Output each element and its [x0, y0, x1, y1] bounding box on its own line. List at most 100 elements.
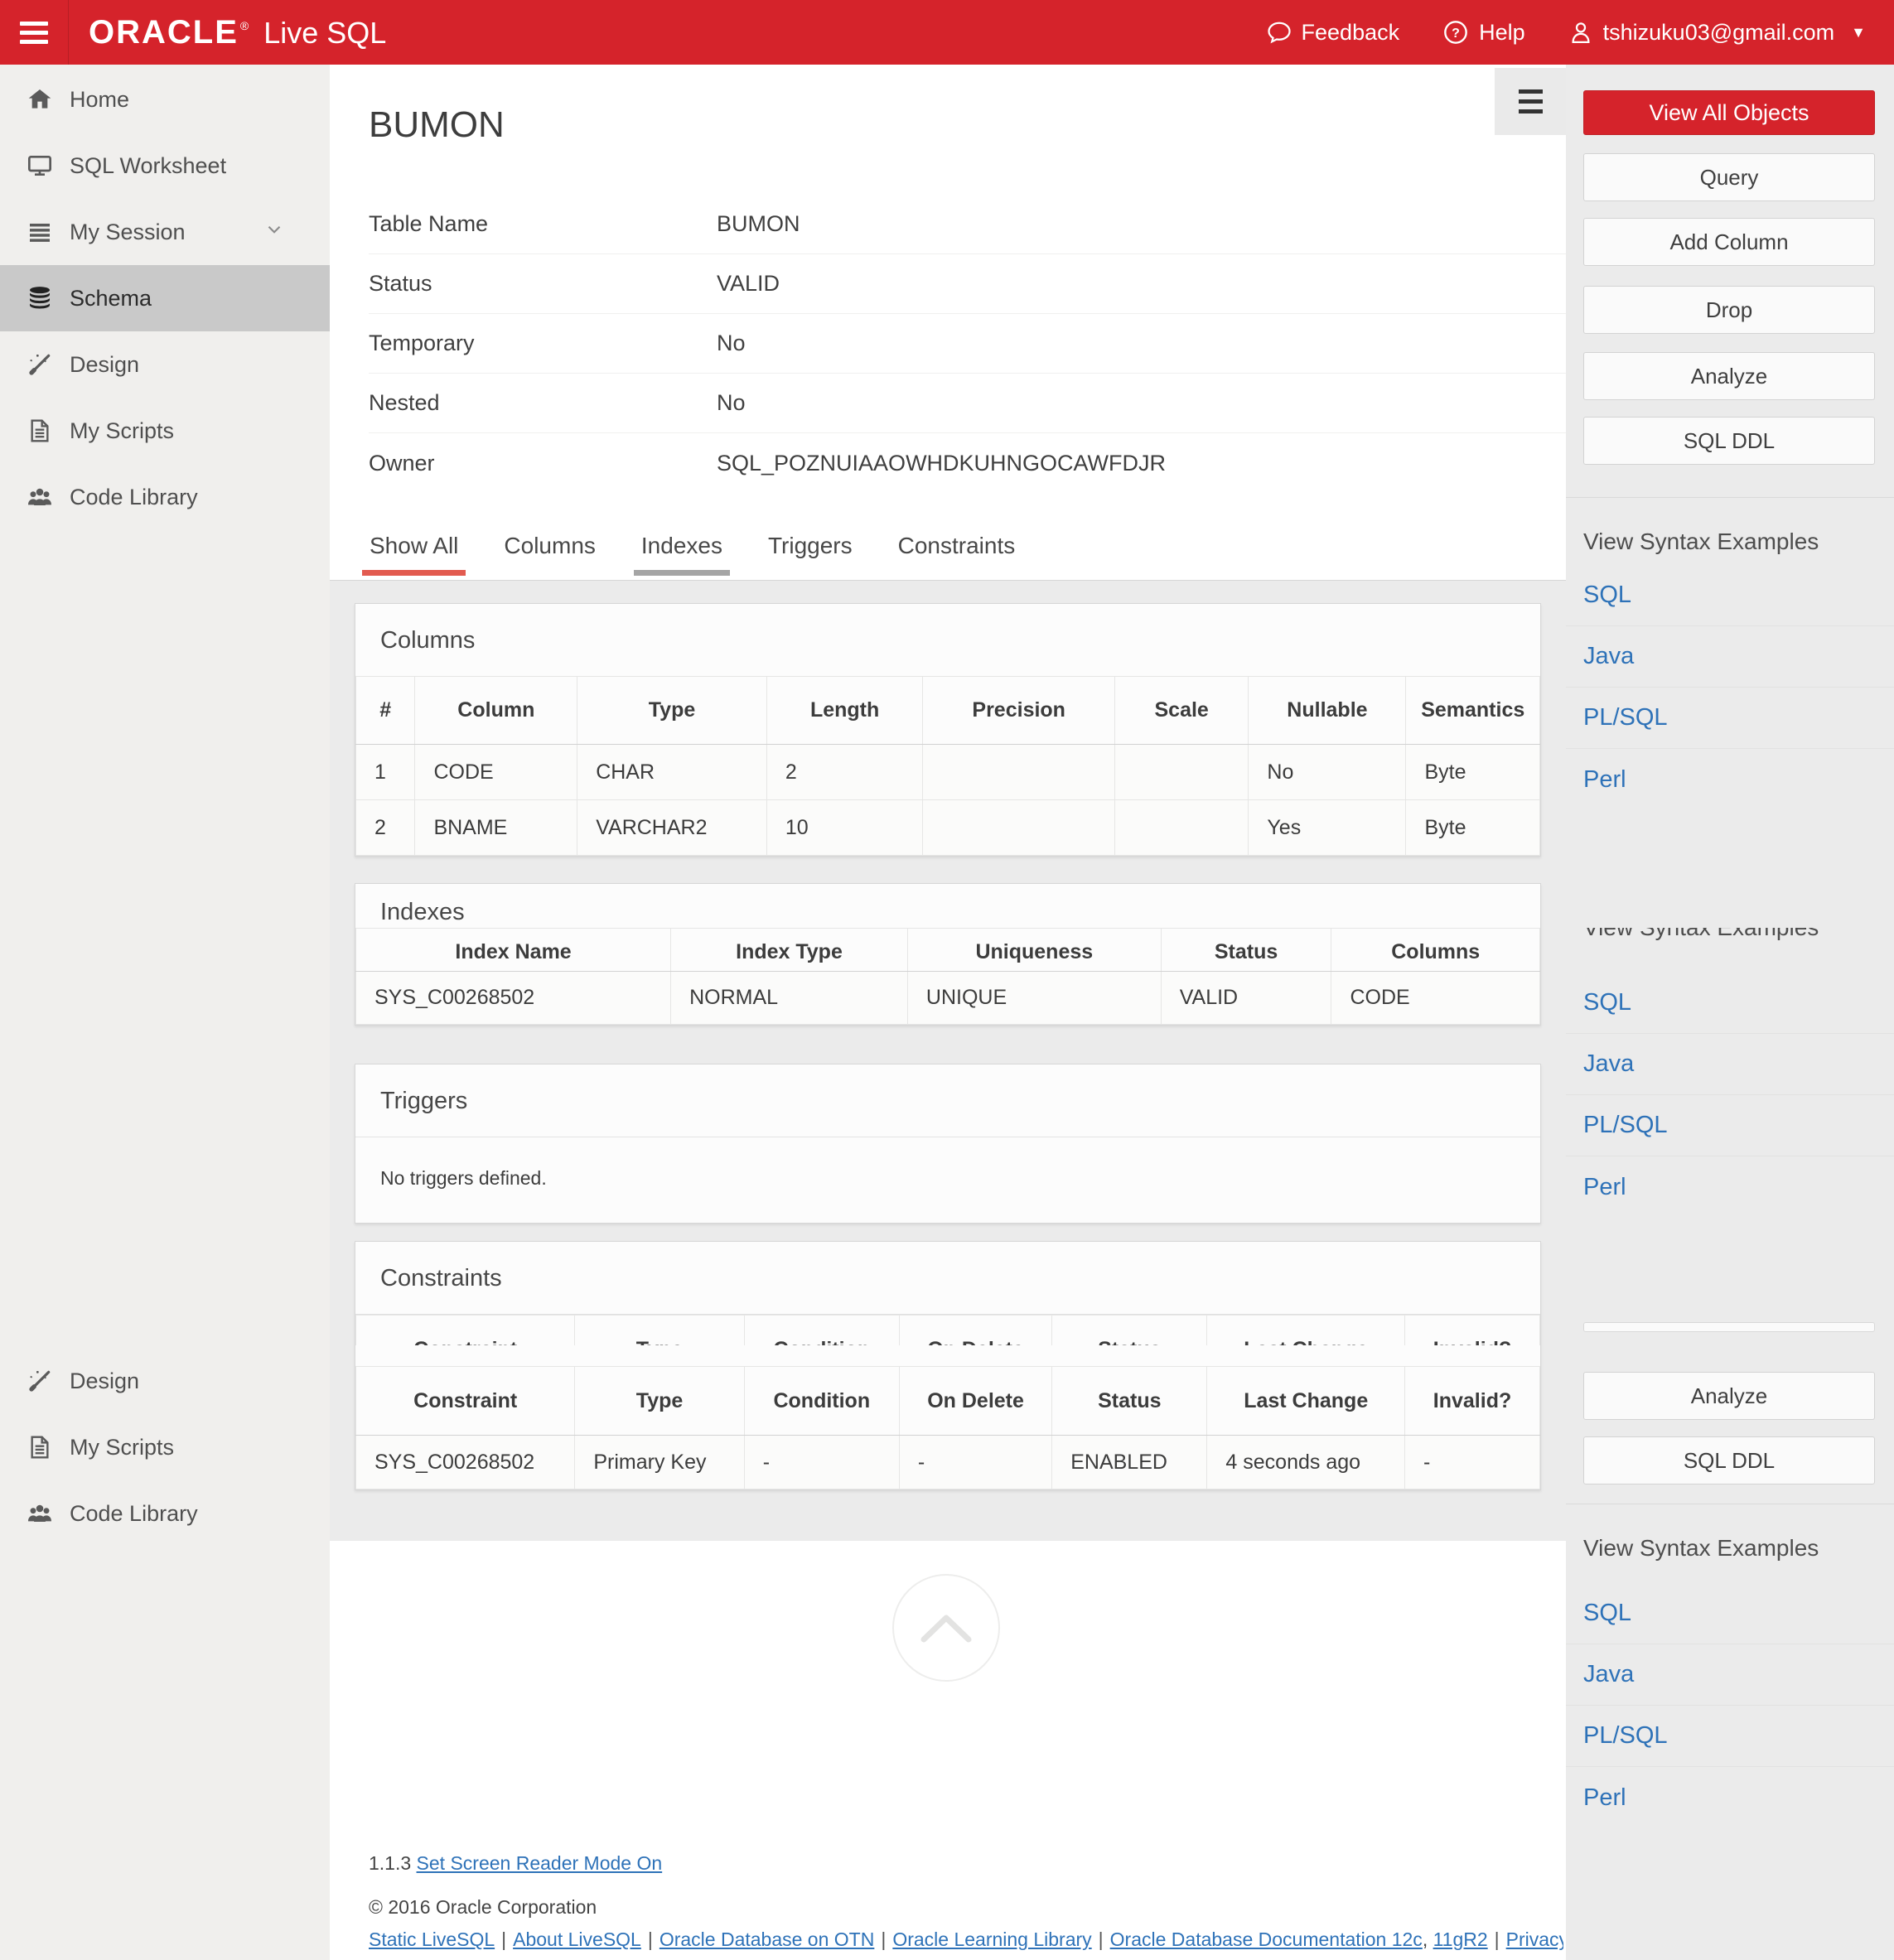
constraints-table: Constraint Type Condition On Delete Stat… [355, 1366, 1540, 1489]
syntax-link-plsql[interactable]: PL/SQL [1583, 1722, 1668, 1749]
footer-link-oracle-database-otn[interactable]: Oracle Database on OTN [659, 1929, 875, 1950]
syntax-link-row[interactable]: SQL [1566, 973, 1894, 1034]
syntax-link-plsql[interactable]: PL/SQL [1583, 704, 1668, 731]
syntax-link-row[interactable]: PL/SQL [1566, 1095, 1894, 1156]
syntax-link-java[interactable]: Java [1583, 1661, 1635, 1687]
sidebar-item-schema[interactable]: Schema [0, 265, 330, 331]
detail-label: Table Name [369, 211, 489, 236]
feedback-button[interactable]: Feedback [1267, 19, 1400, 46]
cell: BNAME [414, 799, 578, 856]
cell [1114, 744, 1249, 800]
feedback-label: Feedback [1301, 19, 1400, 45]
query-button[interactable]: Query [1583, 153, 1875, 201]
syntax-link-row[interactable]: Perl [1566, 1767, 1894, 1828]
header-right: Feedback ? Help tshizuku03@gmail.com ▼ [1267, 19, 1894, 46]
add-column-button[interactable]: Add Column [1583, 218, 1875, 266]
syntax-link-sql[interactable]: SQL [1583, 1600, 1632, 1626]
sidebar-item-design-bottom[interactable]: Design [0, 1348, 330, 1414]
column-header: Index Name [355, 928, 672, 972]
indexes-card: Indexes Index Name Index Type Uniqueness… [355, 883, 1541, 1026]
drop-button[interactable]: Drop [1583, 286, 1875, 334]
sidebar-item-my-scripts-bottom[interactable]: My Scripts [0, 1414, 330, 1480]
footer-links: Static LiveSQL | About LiveSQL | Oracle Data… [369, 1929, 1563, 1951]
clipped-button-sliver[interactable] [1583, 1322, 1875, 1332]
syntax-link-row[interactable]: Java [1566, 626, 1894, 688]
sidebar-item-code-library-bottom[interactable]: Code Library [0, 1480, 330, 1547]
detail-label: Temporary [369, 331, 475, 355]
sidebar-item-design[interactable]: Design [0, 331, 330, 398]
list-icon [23, 219, 56, 245]
columns-card-title: Columns [380, 627, 476, 654]
syntax-link-row[interactable]: Java [1566, 1644, 1894, 1706]
column-header: Column [414, 676, 578, 745]
syntax-link-perl[interactable]: Perl [1583, 1784, 1626, 1811]
footer-link-doc-11gr2[interactable]: 11gR2 [1433, 1929, 1488, 1950]
tab-indexes[interactable]: Indexes [633, 522, 730, 576]
detail-tabs: Show All Columns Indexes Triggers Constr… [362, 522, 1053, 576]
cell: Byte [1405, 744, 1540, 800]
syntax-link-sql[interactable]: SQL [1583, 989, 1632, 1016]
scroll-to-top-button[interactable] [892, 1574, 1000, 1682]
detail-label: Owner [369, 450, 435, 476]
syntax-link-java[interactable]: Java [1583, 643, 1635, 669]
tab-columns[interactable]: Columns [504, 533, 596, 558]
indexes-table: Index Name Index Type Uniqueness Status … [355, 928, 1540, 1025]
sidebar-item-my-scripts[interactable]: My Scripts [0, 398, 330, 464]
sidebar-item-sql-worksheet[interactable]: SQL Worksheet [0, 133, 330, 199]
right-panel-toggle-button[interactable] [1495, 68, 1566, 135]
magic-wand-icon [23, 1368, 56, 1394]
column-header: Scale [1114, 676, 1249, 745]
tab-constraints[interactable]: Constraints [897, 533, 1016, 558]
syntax-link-row[interactable]: PL/SQL [1566, 688, 1894, 749]
syntax-link-perl[interactable]: Perl [1583, 1173, 1626, 1200]
sidebar-item-label: Code Library [70, 1500, 198, 1526]
syntax-link-row[interactable]: SQL [1566, 1583, 1894, 1644]
footer-link-doc-12c[interactable]: Oracle Database Documentation 12c [1109, 1929, 1423, 1950]
column-header: Type [574, 1366, 745, 1436]
sql-ddl-button-bottom[interactable]: SQL DDL [1583, 1436, 1875, 1484]
syntax-link-row[interactable]: SQL [1566, 565, 1894, 626]
view-all-objects-button[interactable]: View All Objects [1583, 90, 1875, 135]
column-header: Constraint [355, 1315, 576, 1345]
document-icon [23, 418, 56, 444]
constraints-card-title: Constraints [380, 1265, 502, 1291]
footer-link-static-livesql[interactable]: Static LiveSQL [369, 1929, 495, 1950]
detail-value: SQL_POZNUIAAOWHDKUHNGOCAWFDJR [717, 450, 1167, 476]
screen-reader-mode-link[interactable]: Set Screen Reader Mode On [416, 1852, 663, 1874]
column-header: Status [1160, 928, 1332, 972]
footer-link-about-livesql[interactable]: About LiveSQL [513, 1929, 641, 1950]
tab-show-all[interactable]: Show All [362, 522, 466, 576]
cell: Byte [1405, 799, 1540, 856]
syntax-link-perl[interactable]: Perl [1583, 765, 1626, 793]
sidebar-item-code-library[interactable]: Code Library [0, 464, 330, 530]
syntax-link-java[interactable]: Java [1583, 1050, 1635, 1077]
syntax-link-plsql[interactable]: PL/SQL [1583, 1112, 1668, 1138]
footer-link-oracle-learning-library[interactable]: Oracle Learning Library [892, 1929, 1092, 1950]
syntax-link-row[interactable]: Perl [1566, 1156, 1894, 1218]
header-glitch-gap [355, 1345, 1540, 1366]
separator: | [647, 1929, 653, 1950]
analyze-button-bottom[interactable]: Analyze [1583, 1372, 1875, 1420]
help-label: Help [1479, 19, 1525, 45]
home-icon [23, 86, 56, 113]
sidebar-item-label: My Session [70, 219, 186, 244]
analyze-button[interactable]: Analyze [1583, 352, 1875, 400]
syntax-link-sql[interactable]: SQL [1583, 582, 1632, 608]
footer-link-privacy[interactable]: Privacy [1505, 1929, 1563, 1950]
help-button[interactable]: ? Help [1442, 19, 1525, 46]
syntax-link-row[interactable]: Java [1566, 1034, 1894, 1095]
separator: | [1494, 1929, 1500, 1950]
cell: NORMAL [670, 971, 908, 1025]
sidebar-item-home[interactable]: Home [0, 66, 330, 133]
detail-row-status: Status VALID [369, 254, 1566, 314]
content-area: Columns # Column Type Length Precision S… [330, 580, 1566, 1541]
syntax-link-row[interactable]: Perl [1566, 749, 1894, 810]
sql-ddl-button[interactable]: SQL DDL [1583, 417, 1875, 465]
sidebar-item-my-session[interactable]: My Session [0, 199, 330, 265]
nav-hamburger-button[interactable] [0, 0, 69, 65]
syntax-link-row[interactable]: PL/SQL [1566, 1706, 1894, 1767]
account-menu[interactable]: tshizuku03@gmail.com ▼ [1568, 20, 1866, 46]
tab-triggers[interactable]: Triggers [767, 533, 853, 558]
svg-text:?: ? [1452, 27, 1460, 41]
